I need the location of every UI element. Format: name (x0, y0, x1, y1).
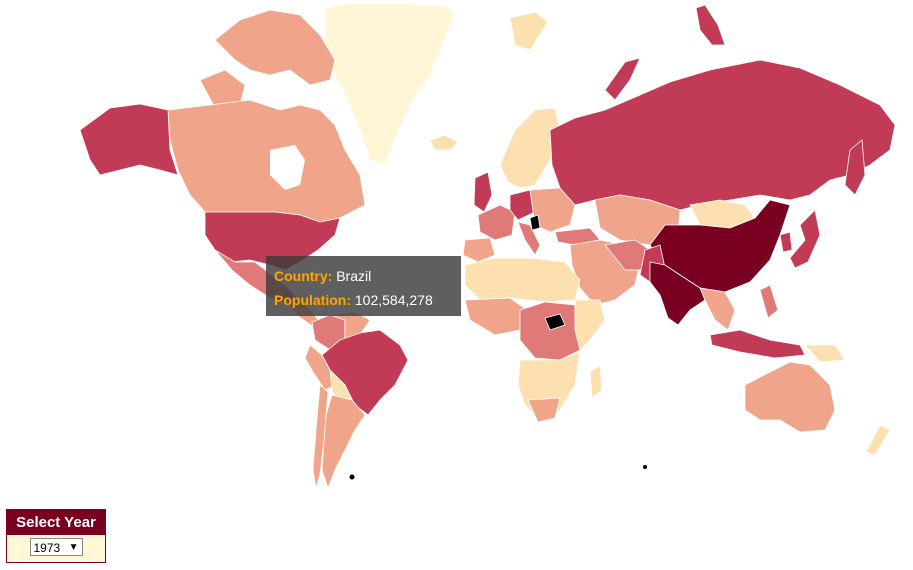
region-arctic-islands-2[interactable] (199, 69, 246, 109)
region-east-africa[interactable] (574, 299, 606, 351)
region-svalbard[interactable] (509, 11, 549, 51)
region-philippines[interactable] (759, 284, 779, 319)
region-japan[interactable] (789, 209, 821, 269)
tooltip-country-value: Brazil (336, 268, 372, 284)
region-peru[interactable] (304, 344, 336, 391)
tooltip-population-value: 102,584,278 (354, 292, 433, 308)
world-choropleth-map[interactable] (0, 0, 913, 500)
region-new-guinea[interactable] (804, 344, 846, 363)
region-novaya-zemlya[interactable] (604, 57, 641, 101)
tooltip-population-label: Population: (274, 292, 351, 308)
region-uk[interactable] (473, 171, 493, 213)
region-france[interactable] (477, 204, 516, 241)
country-tooltip: Country: Brazil Population: 102,584,278 (266, 256, 461, 316)
region-alaska[interactable] (79, 103, 179, 176)
region-island[interactable] (643, 465, 647, 469)
region-new-zealand[interactable] (865, 424, 891, 456)
year-select-dropdown[interactable]: 1973 ▼ (29, 538, 83, 556)
region-russia-east[interactable] (844, 139, 866, 196)
region-korea[interactable] (779, 231, 793, 253)
region-iceland[interactable] (429, 134, 459, 151)
region-chile[interactable] (312, 384, 329, 489)
chevron-down-icon: ▼ (68, 542, 79, 553)
region-argentina[interactable] (321, 394, 366, 490)
region-canada[interactable] (167, 99, 366, 223)
region-italy[interactable] (517, 221, 541, 256)
region-indonesia[interactable] (709, 329, 806, 359)
tooltip-country-label: Country: (274, 268, 333, 284)
region-south-sudan[interactable] (544, 313, 566, 331)
region-north-africa[interactable] (464, 257, 581, 303)
region-arctic-islands[interactable] (214, 9, 336, 86)
year-selector-title: Select Year (7, 510, 105, 535)
year-selector-body: 1973 ▼ (7, 535, 105, 562)
region-madagascar[interactable] (589, 364, 603, 399)
year-selector-panel: Select Year 1973 ▼ (6, 509, 106, 563)
region-south-africa[interactable] (527, 397, 561, 423)
region-greenland[interactable] (324, 2, 456, 166)
region-australia[interactable] (744, 361, 836, 433)
region-russia[interactable] (549, 59, 896, 211)
region-spain[interactable] (462, 237, 496, 263)
region-india[interactable] (649, 261, 706, 326)
year-select-value: 1973 (33, 541, 61, 555)
region-island[interactable] (349, 474, 355, 480)
region-germany[interactable] (509, 189, 536, 221)
region-arctic-russia[interactable] (695, 4, 726, 46)
region-serbia[interactable] (529, 214, 541, 231)
region-southeast-asia[interactable] (699, 287, 736, 331)
